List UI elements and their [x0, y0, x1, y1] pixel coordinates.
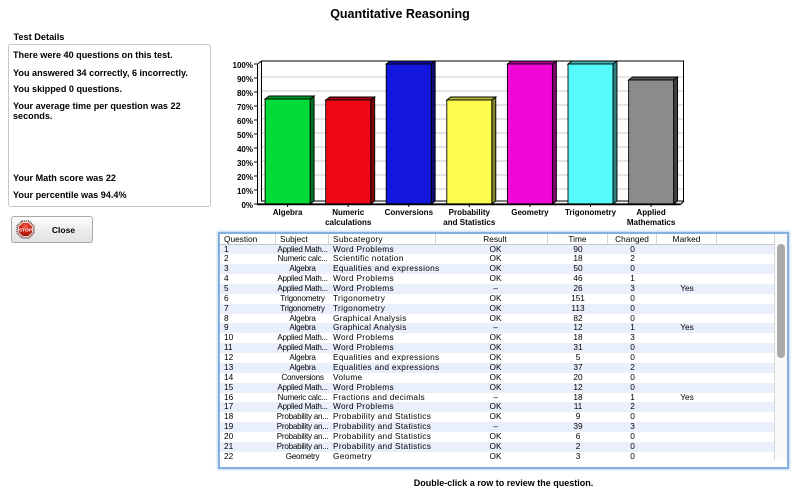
svg-text:Algebra: Algebra [273, 208, 303, 217]
svg-text:10%: 10% [237, 187, 253, 196]
svg-text:Trigonometry: Trigonometry [565, 208, 617, 217]
svg-text:20%: 20% [237, 173, 253, 182]
svg-text:Conversions: Conversions [385, 208, 434, 217]
svg-text:Mathematics: Mathematics [627, 218, 676, 227]
svg-text:Geometry: Geometry [511, 208, 549, 217]
svg-text:and Statistics: and Statistics [443, 218, 496, 227]
svg-text:60%: 60% [237, 117, 253, 126]
svg-text:Numeric: Numeric [332, 208, 365, 217]
svg-text:0%: 0% [241, 201, 253, 210]
svg-text:70%: 70% [237, 103, 253, 112]
svg-text:50%: 50% [237, 131, 253, 140]
svg-text:30%: 30% [237, 159, 253, 168]
svg-text:STOP: STOP [19, 228, 33, 234]
svg-text:calculations: calculations [325, 218, 372, 227]
svg-text:Applied: Applied [636, 208, 665, 217]
svg-text:100%: 100% [233, 61, 253, 70]
svg-text:80%: 80% [237, 89, 253, 98]
svg-text:Probability: Probability [449, 208, 491, 217]
svg-text:40%: 40% [237, 145, 253, 154]
svg-text:90%: 90% [237, 75, 253, 84]
